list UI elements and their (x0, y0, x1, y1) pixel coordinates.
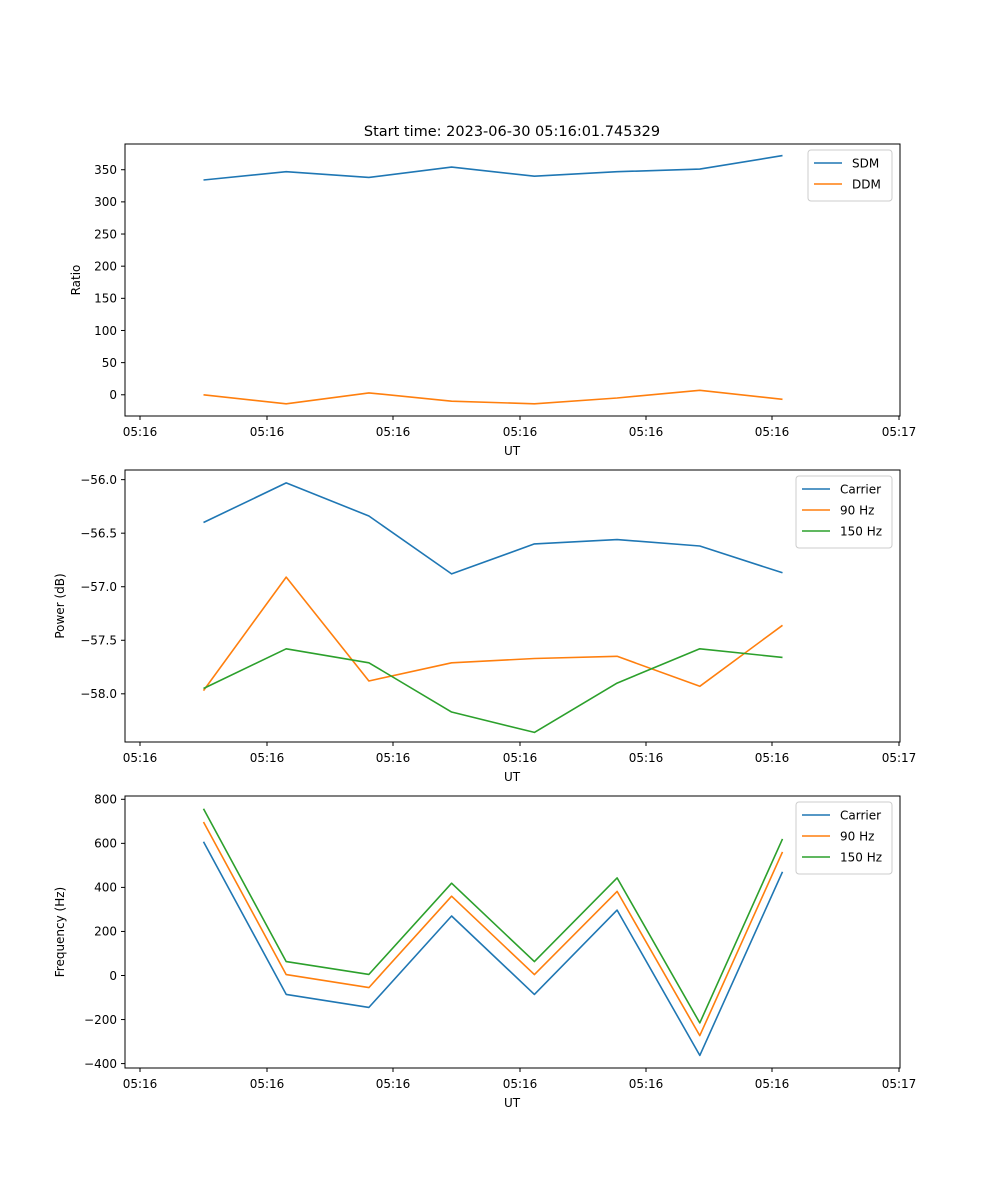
x-tick-label: 05:17 (882, 425, 917, 439)
legend-entry: DDM (814, 177, 881, 191)
legend-label: Carrier (840, 808, 881, 822)
y-tick-label: 200 (94, 925, 117, 939)
legend: SDM DDM (807, 149, 893, 202)
legend-entry: 90 Hz (802, 503, 874, 517)
x-tick-label: 05:16 (123, 1077, 158, 1091)
series-lines (202, 482, 783, 734)
y-axis-label: Ratio (69, 265, 83, 296)
panels: 05:16 05:16 05:16 05:16 05:16 05:16 05:17 UT 0 50… (53, 143, 917, 1110)
y-ticks: 0 50 100 150 200 250 300 350 (94, 163, 125, 402)
series-line-90-hz (202, 821, 784, 1037)
y-tick-label: 50 (102, 356, 117, 370)
legend-label: 90 Hz (840, 503, 874, 517)
series-line-150-hz (202, 808, 784, 1024)
x-tick-label: 05:16 (123, 425, 158, 439)
y-ticks: −58.0 −57.5 −57.0 −56.5 −56.0 (80, 473, 125, 701)
legend-label: 90 Hz (840, 829, 874, 843)
legend-label: 150 Hz (840, 850, 882, 864)
legend-entry: 90 Hz (802, 829, 874, 843)
y-tick-label: −56.5 (80, 526, 117, 540)
axes-frame (124, 795, 901, 1069)
x-axis-label: UT (504, 770, 521, 784)
x-tick-label: 05:16 (629, 751, 664, 765)
panel-2: 05:16 05:16 05:16 05:16 05:16 05:16 05:17 UT −58… (53, 469, 917, 784)
y-tick-label: −58.0 (80, 687, 117, 701)
series-lines (203, 154, 783, 405)
x-axis-label: UT (504, 444, 521, 458)
y-tick-label: 350 (94, 163, 117, 177)
x-axis-label: UT (504, 1096, 521, 1110)
legend: Carrier 90 Hz 150 Hz (795, 801, 893, 875)
x-tick-label: 05:16 (250, 1077, 285, 1091)
series-line-carrier (202, 841, 784, 1057)
y-tick-label: 250 (94, 227, 117, 241)
x-tick-label: 05:16 (755, 425, 790, 439)
x-tick-label: 05:16 (376, 425, 411, 439)
panel-3: 05:16 05:16 05:16 05:16 05:16 05:16 05:17 UT −40… (53, 793, 916, 1110)
y-tick-label: 0 (109, 969, 117, 983)
series-lines (202, 808, 784, 1057)
axes-frame (124, 143, 901, 417)
x-tick-label: 05:16 (376, 1077, 411, 1091)
legend: Carrier 90 Hz 150 Hz (795, 475, 893, 549)
x-tick-label: 05:16 (503, 1077, 538, 1091)
y-ticks: −400 −200 0 200 400 600 800 (84, 793, 125, 1071)
series-line-ddm (203, 389, 783, 405)
legend-box (807, 149, 893, 202)
x-tick-label: 05:16 (629, 1077, 664, 1091)
x-tick-label: 05:17 (882, 751, 917, 765)
y-tick-label: 200 (94, 259, 117, 273)
x-ticks: 05:16 05:16 05:16 05:16 05:16 05:16 05:17 (123, 416, 917, 439)
series-line-carrier (203, 482, 783, 575)
x-tick-label: 05:16 (376, 751, 411, 765)
x-tick-label: 05:17 (882, 1077, 917, 1091)
series-line-150-hz (203, 647, 783, 734)
x-tick-label: 05:16 (250, 425, 285, 439)
y-tick-label: −56.0 (80, 473, 117, 487)
x-tick-label: 05:16 (123, 751, 158, 765)
y-axis-label: Power (dB) (53, 573, 67, 638)
x-tick-label: 05:16 (755, 1077, 790, 1091)
y-tick-label: 400 (94, 881, 117, 895)
x-ticks: 05:16 05:16 05:16 05:16 05:16 05:16 05:17 (123, 742, 917, 765)
y-tick-label: −57.0 (80, 580, 117, 594)
figure-title: Start time: 2023-06-30 05:16:01.745329 (364, 124, 660, 140)
x-tick-label: 05:16 (629, 425, 664, 439)
legend-box (795, 475, 893, 549)
y-tick-label: −400 (84, 1057, 117, 1071)
y-tick-label: 100 (94, 324, 117, 338)
panel-1: 05:16 05:16 05:16 05:16 05:16 05:16 05:17 UT 0 50… (69, 143, 917, 458)
x-tick-label: 05:16 (755, 751, 790, 765)
series-line-90-hz (202, 576, 783, 692)
legend-label: SDM (852, 156, 879, 170)
y-tick-label: 300 (94, 195, 117, 209)
y-tick-label: 0 (109, 388, 117, 402)
y-axis-label: Frequency (Hz) (53, 887, 67, 978)
x-ticks: 05:16 05:16 05:16 05:16 05:16 05:16 05:17 (123, 1068, 917, 1091)
x-tick-label: 05:16 (503, 425, 538, 439)
legend-entry: Carrier (802, 482, 881, 496)
x-tick-label: 05:16 (503, 751, 538, 765)
legend-label: Carrier (840, 482, 881, 496)
legend-entry: 150 Hz (802, 850, 882, 864)
y-tick-label: −57.5 (80, 634, 117, 648)
y-tick-label: 150 (94, 292, 117, 306)
legend-entry: Carrier (802, 808, 881, 822)
axes-frame (124, 469, 901, 743)
series-line-sdm (203, 154, 783, 181)
legend-label: DDM (852, 177, 881, 191)
x-tick-label: 05:16 (250, 751, 285, 765)
legend-entry: 150 Hz (802, 524, 882, 538)
legend-label: 150 Hz (840, 524, 882, 538)
legend-entry: SDM (814, 156, 879, 170)
y-tick-label: 600 (94, 837, 117, 851)
y-tick-label: −200 (84, 1013, 117, 1027)
y-tick-label: 800 (94, 793, 117, 807)
legend-box (795, 801, 893, 875)
